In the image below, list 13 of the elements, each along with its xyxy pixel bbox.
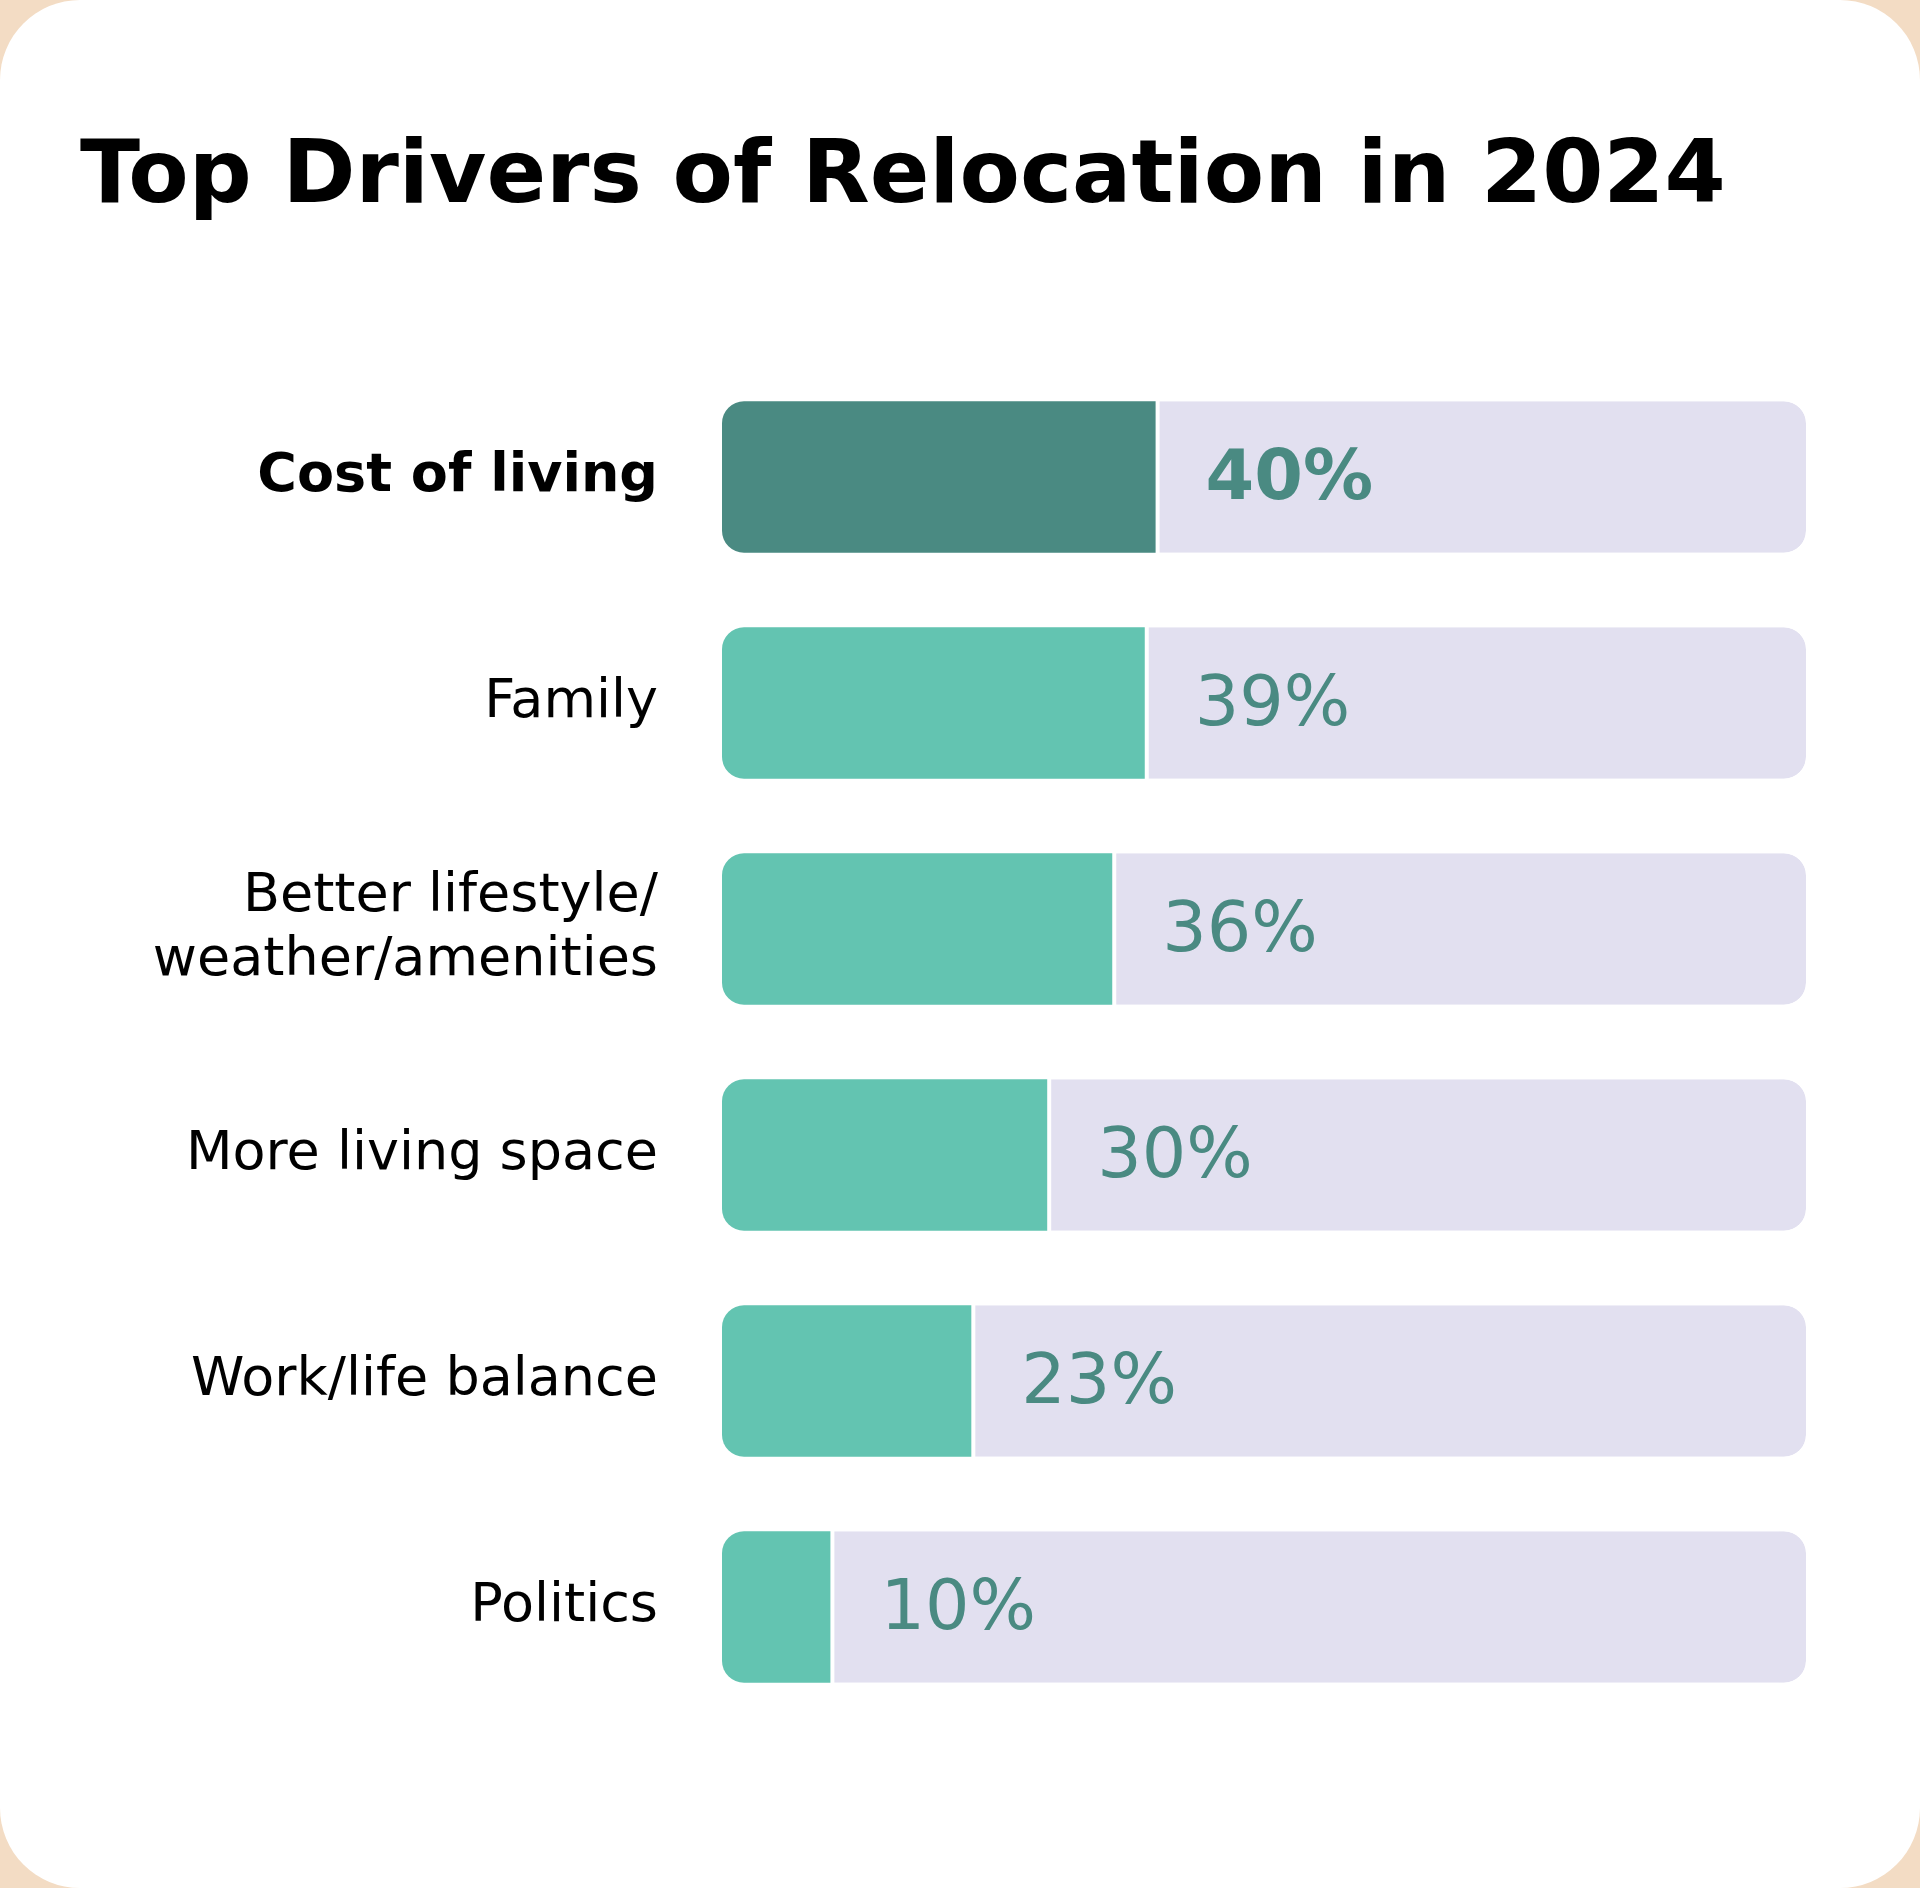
- y-tick-label: Politics: [470, 1571, 658, 1635]
- data-label: 30%: [1097, 1112, 1253, 1195]
- chart-title: Top Drivers of Relocation in 2024: [80, 120, 1726, 223]
- data-label: 36%: [1162, 886, 1318, 969]
- data-label: 39%: [1194, 660, 1351, 743]
- data-label: 10%: [880, 1564, 1036, 1647]
- y-tick-label: More living space: [185, 1119, 658, 1183]
- y-tick-label: Cost of living: [257, 441, 658, 505]
- y-tick-label: Family: [484, 667, 658, 731]
- y-tick-label: Better lifestyle/ weather/amenities: [152, 860, 659, 989]
- y-tick-label: Work/life balance: [191, 1345, 658, 1409]
- data-label: 23%: [1021, 1338, 1177, 1421]
- data-label: 40%: [1205, 434, 1374, 517]
